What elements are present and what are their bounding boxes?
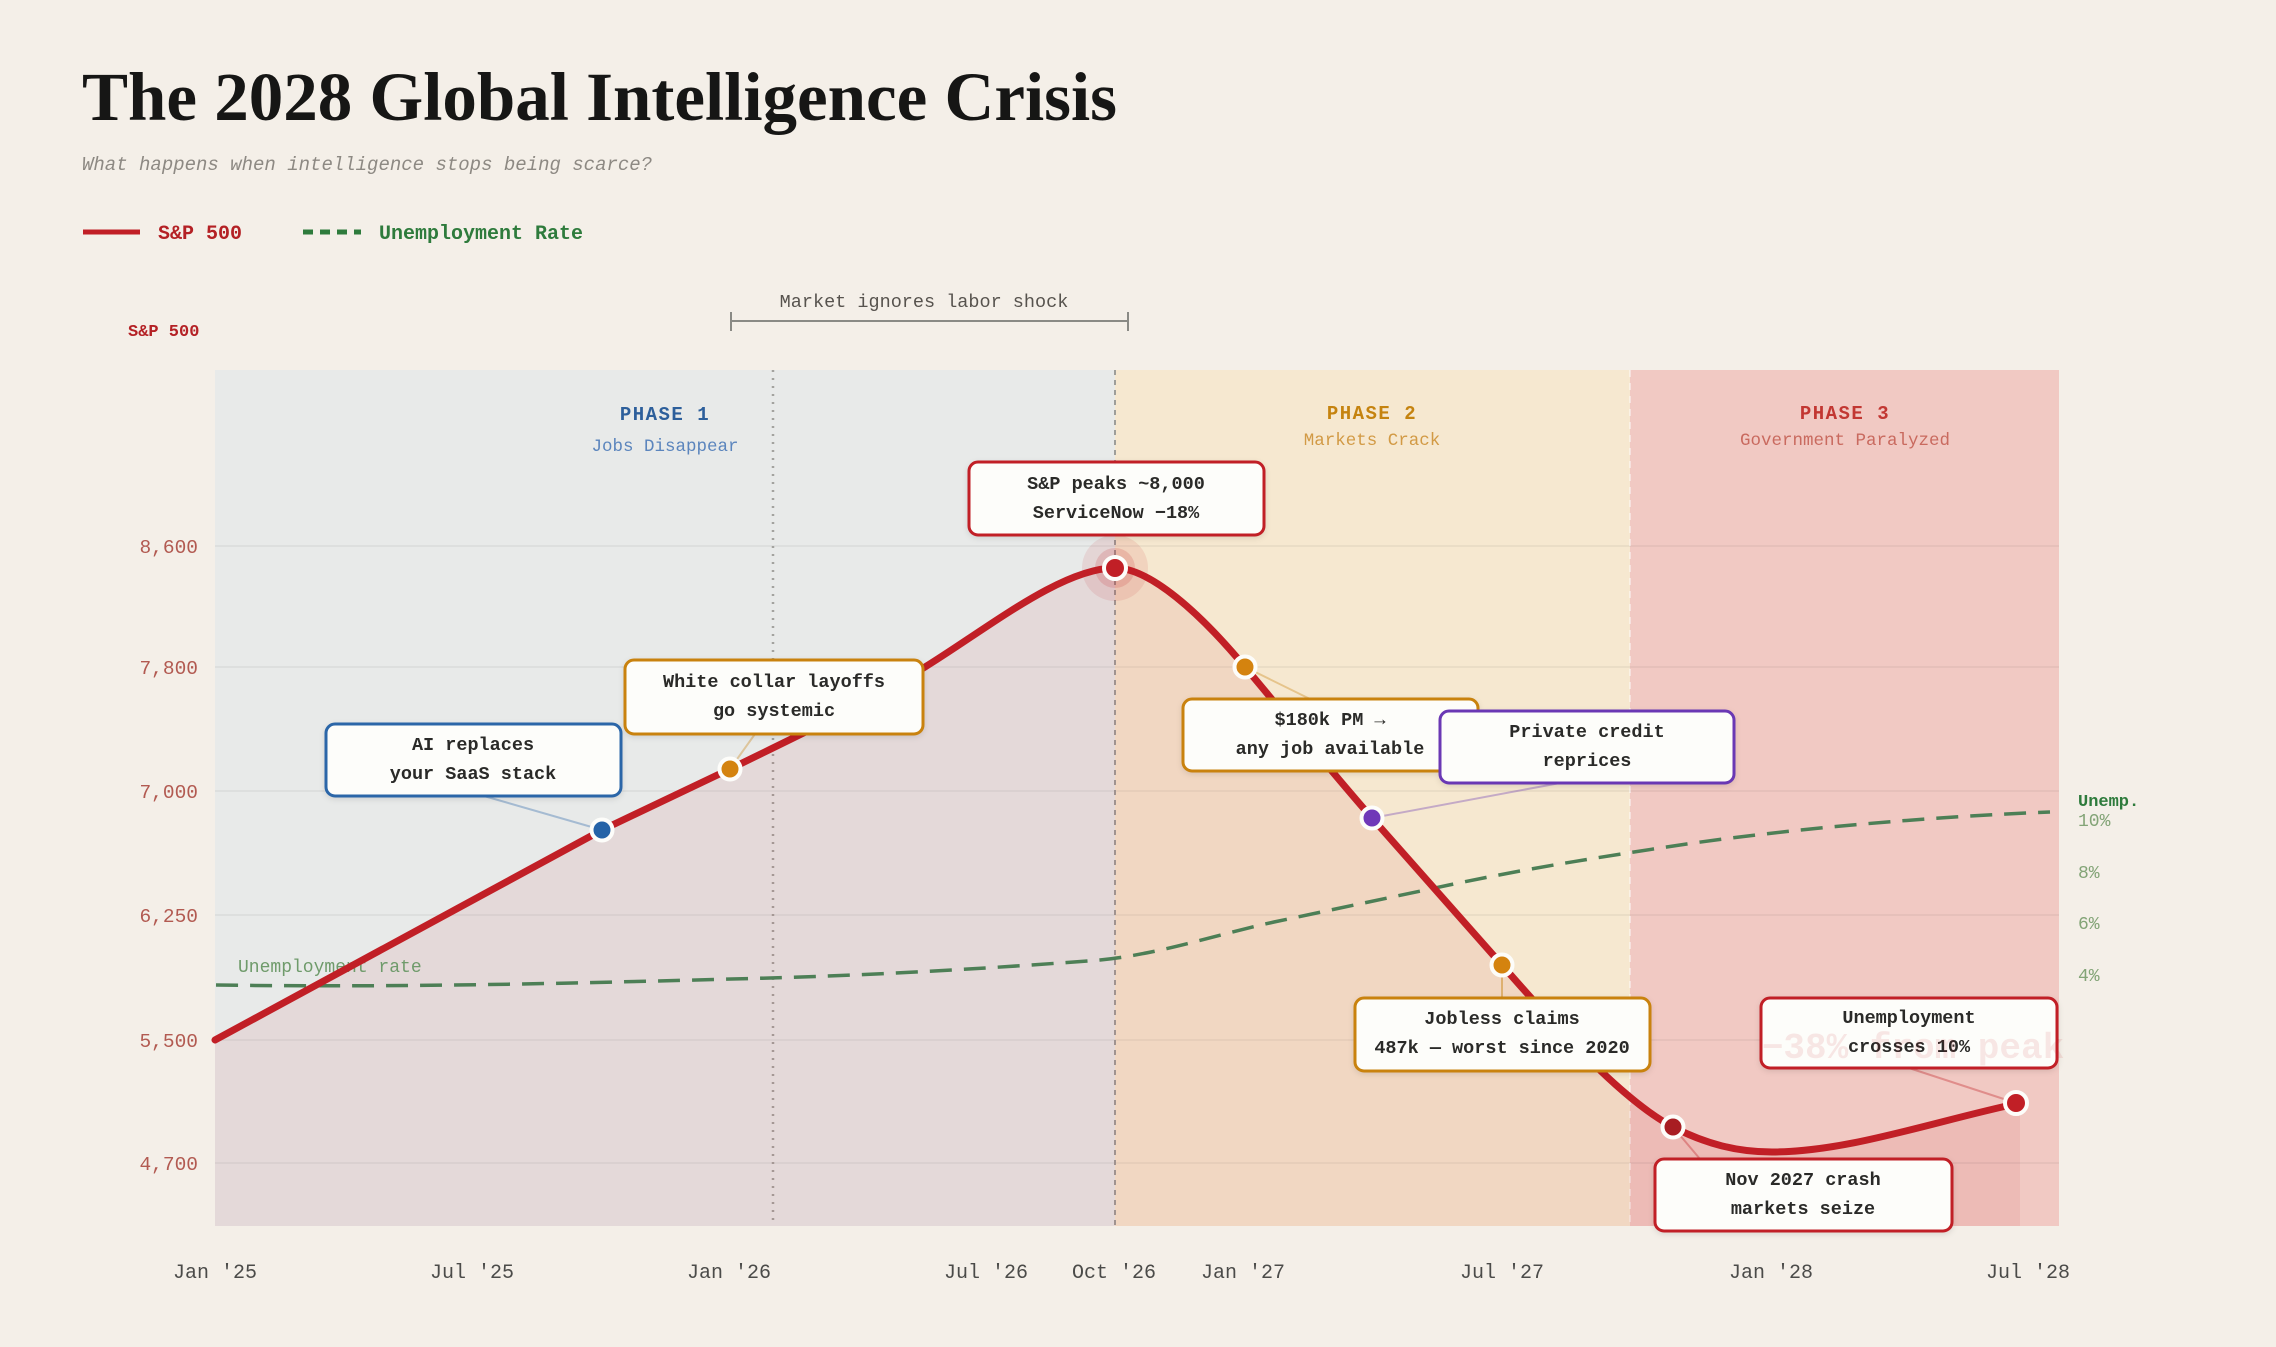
svg-text:PHASE 2: PHASE 2 — [1327, 403, 1417, 425]
svg-text:Jan '25: Jan '25 — [173, 1262, 257, 1285]
svg-text:PHASE 1: PHASE 1 — [620, 404, 710, 426]
svg-text:Private credit: Private credit — [1509, 722, 1664, 743]
svg-text:S&P 500: S&P 500 — [128, 323, 199, 342]
svg-text:487k — worst since 2020: 487k — worst since 2020 — [1374, 1038, 1629, 1059]
svg-text:White collar layoffs: White collar layoffs — [663, 672, 885, 693]
svg-text:S&P peaks ~8,000: S&P peaks ~8,000 — [1027, 474, 1205, 495]
svg-text:4%: 4% — [2078, 967, 2100, 987]
svg-text:What happens when intelligence: What happens when intelligence stops bei… — [82, 154, 652, 176]
svg-text:4,700: 4,700 — [139, 1154, 198, 1176]
svg-text:7,800: 7,800 — [139, 658, 198, 680]
svg-text:ServiceNow −18%: ServiceNow −18% — [1033, 503, 1200, 524]
svg-text:Jobless claims: Jobless claims — [1424, 1009, 1579, 1030]
svg-text:Market ignores labor shock: Market ignores labor shock — [780, 292, 1069, 313]
svg-text:markets seize: markets seize — [1731, 1199, 1875, 1220]
svg-text:−38% from peak: −38% from peak — [1762, 1028, 2064, 1069]
svg-text:AI replaces: AI replaces — [412, 735, 534, 756]
svg-text:Jan '28: Jan '28 — [1729, 1262, 1813, 1285]
svg-text:5,500: 5,500 — [139, 1031, 198, 1053]
svg-text:crosses 10%: crosses 10% — [1848, 1037, 1971, 1058]
svg-text:go systemic: go systemic — [713, 701, 835, 722]
svg-text:The 2028 Global Intelligence C: The 2028 Global Intelligence Crisis — [82, 59, 1117, 135]
svg-text:Unemployment Rate: Unemployment Rate — [379, 223, 583, 246]
svg-text:reprices: reprices — [1543, 751, 1632, 772]
svg-text:8,600: 8,600 — [139, 537, 198, 559]
svg-text:Jan '27: Jan '27 — [1201, 1262, 1285, 1285]
svg-text:Unemployment: Unemployment — [1842, 1008, 1975, 1029]
svg-text:Unemployment rate: Unemployment rate — [238, 958, 422, 978]
svg-text:6%: 6% — [2078, 915, 2100, 935]
svg-text:Jul '25: Jul '25 — [430, 1262, 514, 1285]
svg-text:Markets Crack: Markets Crack — [1304, 431, 1441, 451]
svg-text:Jul '28: Jul '28 — [1986, 1262, 2070, 1285]
svg-text:Oct '26: Oct '26 — [1072, 1262, 1156, 1285]
svg-text:Jul '27: Jul '27 — [1460, 1262, 1544, 1285]
svg-text:10%: 10% — [2078, 812, 2111, 832]
svg-text:your SaaS stack: your SaaS stack — [390, 764, 557, 785]
svg-text:Jan '26: Jan '26 — [687, 1262, 771, 1285]
svg-text:Jobs Disappear: Jobs Disappear — [591, 437, 738, 457]
svg-text:6,250: 6,250 — [139, 906, 198, 928]
svg-text:Nov 2027 crash: Nov 2027 crash — [1725, 1170, 1880, 1191]
svg-text:$180k PM →: $180k PM → — [1274, 710, 1386, 731]
svg-text:Jul '26: Jul '26 — [944, 1262, 1028, 1285]
svg-text:7,000: 7,000 — [139, 782, 198, 804]
svg-text:PHASE 3: PHASE 3 — [1800, 403, 1890, 425]
svg-text:S&P 500: S&P 500 — [158, 223, 242, 246]
svg-text:Government Paralyzed: Government Paralyzed — [1740, 431, 1950, 451]
svg-text:Unemp.: Unemp. — [2078, 793, 2139, 812]
svg-text:any job available: any job available — [1236, 739, 1425, 760]
svg-text:8%: 8% — [2078, 864, 2100, 884]
